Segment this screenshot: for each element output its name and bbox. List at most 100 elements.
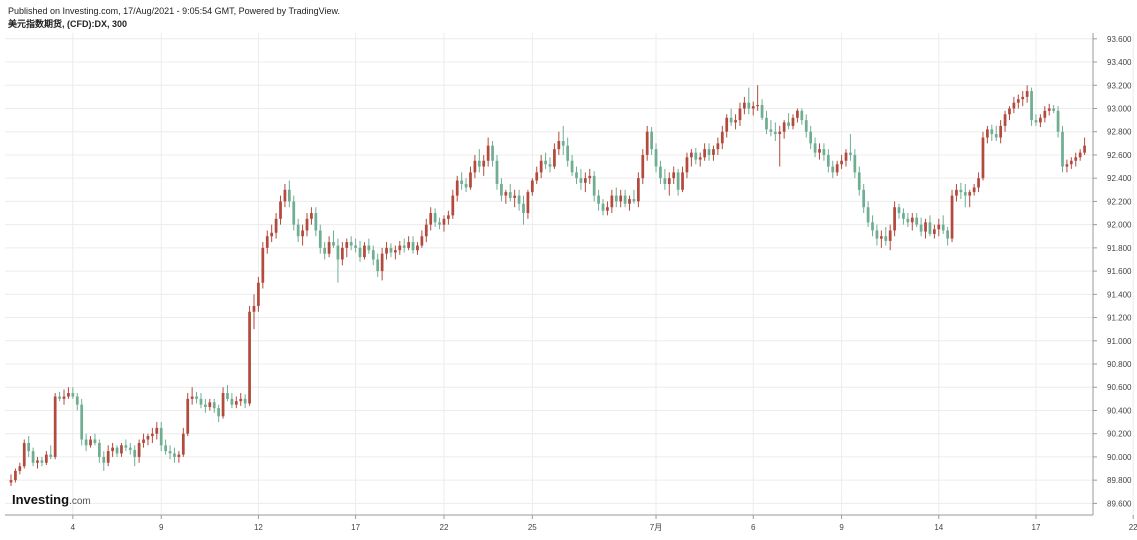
candle-body xyxy=(279,201,282,219)
x-tick-label: 4 xyxy=(71,523,76,532)
candle-body xyxy=(937,224,941,230)
candle-body xyxy=(186,398,190,434)
candle xyxy=(469,166,472,190)
candle xyxy=(31,447,35,467)
candle-body xyxy=(212,402,216,409)
candle xyxy=(592,171,596,202)
candle-body xyxy=(566,145,570,161)
candle-body xyxy=(981,137,985,179)
candle xyxy=(1065,159,1069,173)
candle xyxy=(53,393,57,460)
candle-body xyxy=(1043,110,1047,118)
candle xyxy=(204,398,207,413)
candle-body xyxy=(1056,110,1060,132)
candle xyxy=(58,391,61,402)
candle xyxy=(44,451,48,466)
candle xyxy=(743,96,746,115)
candle-body xyxy=(9,480,13,483)
candle-body xyxy=(44,454,48,463)
candle-body xyxy=(707,149,711,155)
candle-body xyxy=(40,460,44,463)
candle-body xyxy=(879,236,883,239)
candle-body xyxy=(959,189,963,193)
candle-body xyxy=(380,253,384,272)
candle-body xyxy=(804,120,808,132)
candle xyxy=(769,120,773,137)
y-axis-ticks: 93.600 93.400 93.200 93.000 92.800 92.600 92.4… xyxy=(1107,35,1132,509)
candle xyxy=(155,422,159,440)
candle xyxy=(924,218,927,239)
candle-body xyxy=(451,195,455,216)
candle xyxy=(579,168,583,190)
candle xyxy=(553,143,556,169)
candle-body xyxy=(424,224,428,237)
candle xyxy=(265,230,269,254)
candle xyxy=(491,141,494,167)
candle-body xyxy=(411,242,415,251)
y-tick-label: 91.200 xyxy=(1107,314,1132,323)
candle-body xyxy=(133,449,137,457)
candle xyxy=(734,114,737,130)
candle xyxy=(367,238,371,254)
candle-body xyxy=(75,396,79,405)
candle xyxy=(385,242,388,260)
candle-body xyxy=(31,451,35,463)
candle xyxy=(433,208,437,227)
candle xyxy=(389,243,393,258)
candle-body xyxy=(720,131,724,144)
y-tick-label: 92.000 xyxy=(1107,221,1132,230)
candle-body xyxy=(1021,96,1025,100)
candle xyxy=(681,166,684,193)
candle-body xyxy=(977,178,980,188)
candle xyxy=(137,439,141,463)
candle-body xyxy=(897,207,901,214)
candle xyxy=(756,85,760,111)
candle-body xyxy=(1008,108,1011,115)
candle-body xyxy=(345,242,349,248)
candle-body xyxy=(1016,99,1020,103)
candle-body xyxy=(950,195,954,239)
candle-body xyxy=(22,442,26,467)
candle-body xyxy=(257,282,260,306)
candle-body xyxy=(694,152,698,160)
candle xyxy=(884,226,888,246)
y-tick-label: 92.200 xyxy=(1107,197,1132,206)
candle xyxy=(685,152,689,179)
candle-body xyxy=(332,242,335,246)
candle xyxy=(946,226,949,246)
candle xyxy=(782,120,786,139)
candle xyxy=(566,137,570,167)
candle xyxy=(968,189,972,208)
candle-body xyxy=(53,396,57,457)
candle-body xyxy=(539,160,543,173)
candle xyxy=(186,393,190,437)
candle xyxy=(857,166,861,196)
candle xyxy=(893,201,896,237)
candle xyxy=(575,166,578,184)
candle xyxy=(477,149,481,173)
candle xyxy=(181,427,185,457)
candle xyxy=(93,433,97,446)
candle xyxy=(486,137,490,167)
y-tick-label: 92.800 xyxy=(1107,128,1132,137)
candle xyxy=(517,189,521,211)
candle xyxy=(1061,125,1064,173)
candle-body xyxy=(553,149,556,167)
x-tick-label: 14 xyxy=(934,523,943,532)
candle-body xyxy=(535,172,539,181)
candle-body xyxy=(769,129,773,132)
candle xyxy=(791,114,795,130)
candle-body xyxy=(1074,157,1078,161)
candle xyxy=(80,398,84,446)
x-tick-label: 9 xyxy=(839,523,844,532)
x-tick-label: 17 xyxy=(1032,523,1041,532)
y-tick-label: 90.400 xyxy=(1107,406,1132,415)
candle-body xyxy=(301,230,304,237)
candle-body xyxy=(645,131,649,155)
candle-body xyxy=(760,105,764,118)
candle xyxy=(283,183,287,208)
y-tick-label: 90.000 xyxy=(1107,453,1132,462)
candle xyxy=(804,114,808,138)
candle-body xyxy=(508,192,512,198)
